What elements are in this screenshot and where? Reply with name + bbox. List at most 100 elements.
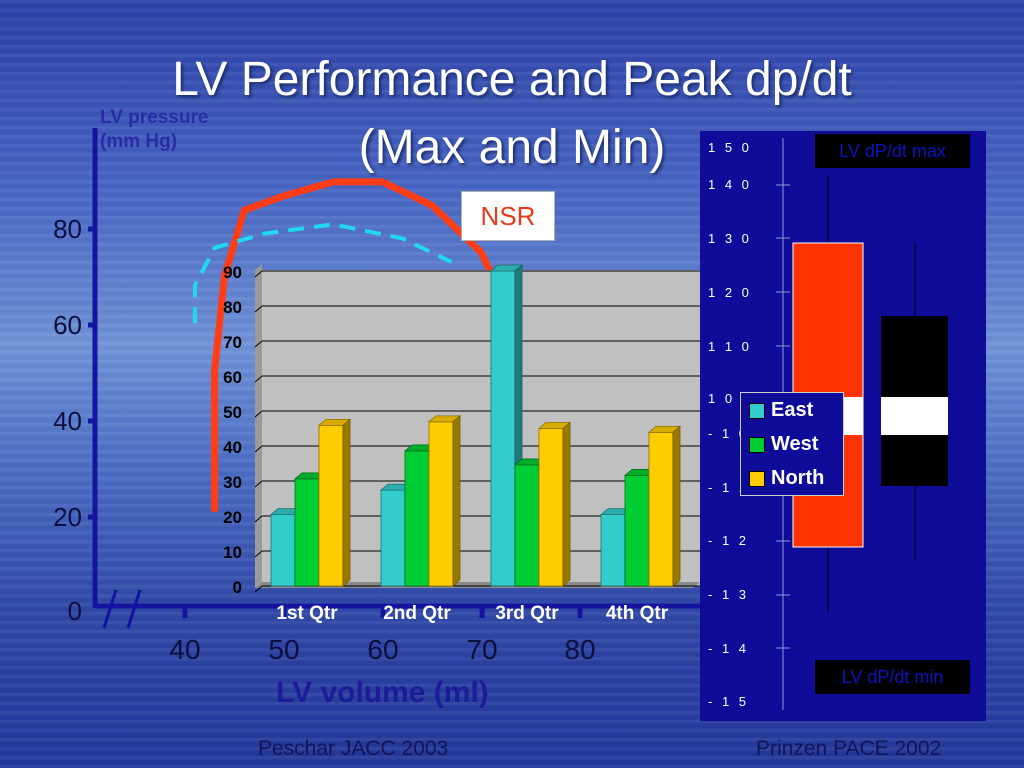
bar-ytick-label: 10 (223, 543, 242, 562)
bar-ytick-label: 0 (232, 578, 242, 597)
axis-break-slash (102, 589, 118, 629)
pv-ytick-label: 20 (53, 502, 82, 532)
bar-ytick-label: 70 (223, 333, 242, 352)
legend-swatch (749, 436, 765, 453)
dpdt-tick-label: - 1 4 (708, 641, 750, 656)
bar-front (600, 514, 626, 587)
pv-xtick-label: 40 (169, 634, 201, 665)
pv-ylabel-line1: LV pressure (100, 107, 209, 128)
bar-gridline-side (254, 445, 263, 453)
bar-ytick-label: 40 (223, 438, 242, 457)
pv-series-curve (192, 222, 453, 324)
pv-xtick-label: 70 (466, 634, 498, 665)
legend-label: East (771, 399, 814, 421)
citation-left: Peschar JACC 2003 (258, 737, 449, 760)
legend-label: West (771, 433, 819, 455)
axis-break-slash (126, 589, 142, 629)
bar-front (428, 421, 454, 587)
slide-title: LV Performance and Peak dp/dt (172, 53, 852, 106)
pv-xtick-label: 60 (367, 634, 399, 665)
bar (647, 425, 682, 587)
bar-front (514, 464, 540, 587)
bar-category-label: 3rd Qtr (495, 603, 559, 624)
bar-plot-backwall (255, 270, 700, 586)
citation-right: Prinzen PACE 2002 (756, 737, 942, 760)
bar-front (318, 424, 344, 587)
bar-ytick-label: 80 (223, 298, 242, 317)
dpdt-tick-label: 1 2 0 (708, 285, 752, 300)
bar-front (404, 450, 430, 587)
legend-item-north: North (749, 467, 824, 490)
dpdt-max-label: LV dP/dt max (815, 134, 970, 168)
pv-ylabel: LV pressure (mm Hg) (100, 106, 208, 154)
bar-front (380, 489, 406, 587)
bar-gridline-side (254, 340, 263, 348)
bar-category-label: 2nd Qtr (383, 603, 451, 624)
slide-subtitle: (Max and Min) (358, 121, 666, 174)
bar-front (648, 431, 674, 587)
bar-category-label: 1st Qtr (276, 603, 338, 624)
bar-ytick-label: 30 (223, 473, 242, 492)
bar-gridline-side (254, 410, 263, 418)
bar-side (562, 421, 571, 587)
bar-gridline-side (254, 375, 263, 383)
dpdt-min-label: LV dP/dt min (815, 660, 970, 694)
bar-front (270, 514, 296, 587)
nsr-tag: NSR (461, 191, 555, 241)
bar-legend: East West North (740, 392, 844, 496)
pv-axes (88, 128, 700, 618)
bar-side (452, 414, 461, 587)
bar-ytick-label: 20 (223, 508, 242, 527)
bar-front (490, 270, 516, 587)
legend-swatch (749, 402, 765, 419)
bar (537, 421, 572, 587)
dpdt-tick-label: 1 0 0 (708, 391, 752, 406)
bar-front (294, 478, 320, 587)
dpdt-tick-label: - 1 1 (708, 480, 750, 495)
bar-side (342, 418, 351, 587)
bar-ytick-label: 90 (223, 263, 242, 282)
dpdt-tick-label: - 1 2 (708, 533, 750, 548)
bar-ytick-label: 60 (223, 368, 242, 387)
bar-category-label: 4th Qtr (605, 603, 669, 624)
dpdt-tick-label: 1 3 0 (708, 231, 752, 246)
legend-item-west: West (749, 433, 818, 456)
pv-ytick-label: 0 (67, 596, 82, 626)
pv-ylabel-line2: (mm Hg) (100, 131, 178, 152)
legend-swatch (749, 470, 765, 487)
pv-xtick-label: 80 (564, 634, 596, 665)
bar-plot-sidewall (255, 264, 262, 588)
dpdt-tick-label: - 1 0 (708, 426, 750, 441)
bar-marks (269, 264, 682, 587)
dpdt-tick-label: 1 1 0 (708, 339, 752, 354)
bar (317, 418, 352, 587)
bar-gridline-side (254, 305, 263, 313)
bar-gridline-side (254, 480, 263, 488)
dpdt-tick-label: - 1 5 (708, 694, 750, 709)
dpdt-tick-label: - 1 3 (708, 587, 750, 602)
pv-ytick-label: 60 (53, 310, 82, 340)
pv-xtick-label: 50 (268, 634, 300, 665)
legend-label: North (771, 467, 825, 489)
dpdt-tick-label: 1 4 0 (708, 177, 752, 192)
bar-gridline-side (254, 585, 263, 593)
pv-series-curve (211, 178, 505, 512)
bar-ytick-label: 50 (223, 403, 242, 422)
bar-gridline-side (254, 515, 263, 523)
bar-side (672, 425, 681, 587)
legend-item-east: East (749, 399, 813, 422)
bar-gridline-side (254, 270, 263, 278)
pv-ytick-label: 40 (53, 406, 82, 436)
bar-front (538, 428, 564, 587)
dpdt-tick-label: 1 5 0 (708, 140, 752, 155)
pv-ytick-label: 80 (53, 214, 82, 244)
rvp-group-label: RVP (881, 397, 948, 435)
bar-front (624, 474, 650, 587)
bar (489, 264, 524, 587)
bar (427, 414, 462, 587)
pv-xlabel: LV volume (ml) (276, 676, 489, 709)
bar-gridline-side (254, 550, 263, 558)
axis-break-marks (102, 589, 142, 629)
